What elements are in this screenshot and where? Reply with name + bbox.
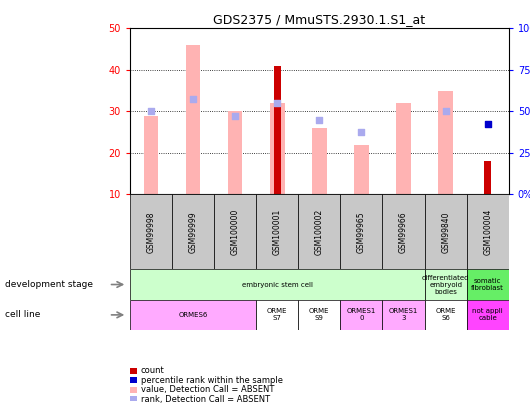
Text: percentile rank within the sample: percentile rank within the sample	[141, 376, 283, 385]
FancyBboxPatch shape	[425, 300, 467, 330]
Bar	[438, 91, 453, 194]
Point	[441, 108, 450, 115]
Text: value, Detection Call = ABSENT: value, Detection Call = ABSENT	[141, 385, 275, 394]
Text: somatic
fibroblast: somatic fibroblast	[471, 278, 504, 291]
Text: development stage: development stage	[5, 280, 93, 289]
Text: embryonic stem cell: embryonic stem cell	[242, 281, 313, 288]
Text: GSM99999: GSM99999	[189, 211, 198, 253]
Text: GSM99998: GSM99998	[146, 211, 155, 253]
Point	[483, 121, 492, 127]
FancyBboxPatch shape	[256, 300, 298, 330]
FancyBboxPatch shape	[130, 194, 172, 269]
FancyBboxPatch shape	[467, 300, 509, 330]
FancyBboxPatch shape	[467, 269, 509, 300]
Bar	[130, 396, 137, 403]
Text: ORME
S9: ORME S9	[309, 308, 330, 322]
Bar	[312, 128, 326, 194]
Bar	[228, 111, 243, 194]
Point	[273, 100, 281, 106]
Text: GSM99840: GSM99840	[441, 211, 450, 253]
Bar	[396, 103, 411, 194]
Text: cell line: cell line	[5, 310, 41, 320]
FancyBboxPatch shape	[340, 194, 383, 269]
Text: GSM99966: GSM99966	[399, 211, 408, 253]
Point	[189, 96, 197, 102]
Bar	[130, 387, 137, 393]
FancyBboxPatch shape	[298, 194, 340, 269]
Text: ORMES1
0: ORMES1 0	[347, 308, 376, 322]
Bar	[130, 377, 137, 383]
Bar	[354, 145, 369, 194]
Point	[357, 129, 366, 135]
FancyBboxPatch shape	[425, 269, 467, 300]
Text: ORMES6: ORMES6	[178, 312, 208, 318]
Text: ORME
S6: ORME S6	[435, 308, 456, 322]
Text: GSM100002: GSM100002	[315, 209, 324, 255]
Text: GSM100001: GSM100001	[273, 209, 282, 255]
Point	[315, 116, 323, 123]
FancyBboxPatch shape	[383, 194, 425, 269]
FancyBboxPatch shape	[298, 300, 340, 330]
FancyBboxPatch shape	[256, 194, 298, 269]
Text: count: count	[141, 366, 165, 375]
Text: GSM100004: GSM100004	[483, 209, 492, 255]
FancyBboxPatch shape	[130, 269, 425, 300]
FancyBboxPatch shape	[383, 300, 425, 330]
Point	[231, 112, 240, 119]
Text: differentiated
embryoid
bodies: differentiated embryoid bodies	[422, 275, 470, 294]
FancyBboxPatch shape	[172, 194, 214, 269]
FancyBboxPatch shape	[130, 300, 256, 330]
Text: ORME
S7: ORME S7	[267, 308, 287, 322]
FancyBboxPatch shape	[425, 194, 467, 269]
Text: rank, Detection Call = ABSENT: rank, Detection Call = ABSENT	[141, 395, 270, 404]
FancyBboxPatch shape	[467, 194, 509, 269]
Point	[147, 108, 155, 115]
FancyBboxPatch shape	[214, 194, 256, 269]
Bar	[186, 45, 200, 194]
Bar	[270, 103, 285, 194]
Bar	[274, 66, 280, 194]
Title: GDS2375 / MmuSTS.2930.1.S1_at: GDS2375 / MmuSTS.2930.1.S1_at	[213, 13, 426, 26]
Text: GSM99965: GSM99965	[357, 211, 366, 253]
Bar	[484, 161, 491, 194]
Text: ORMES1
3: ORMES1 3	[389, 308, 418, 322]
Text: GSM100000: GSM100000	[231, 209, 240, 255]
FancyBboxPatch shape	[340, 300, 383, 330]
Bar	[130, 368, 137, 373]
Text: not appli
cable: not appli cable	[472, 308, 503, 322]
Bar	[144, 115, 158, 194]
